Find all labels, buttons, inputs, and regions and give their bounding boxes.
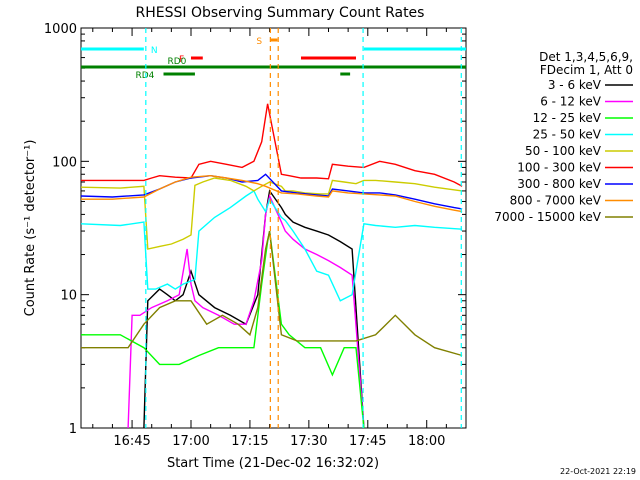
y-tick-label: 100 [52, 155, 77, 170]
legend-entry: 100 - 300 keV [517, 161, 601, 175]
series-line [127, 193, 365, 429]
series-line [81, 230, 463, 357]
legend-entry: 12 - 25 keV [533, 111, 602, 125]
x-tick-label: 18:00 [408, 434, 445, 449]
flag-label: S [256, 37, 262, 47]
series-line [80, 173, 463, 210]
flag-label: RD4 [136, 71, 155, 81]
timestamp: 22-Oct-2021 22:19 [560, 467, 636, 476]
series-line [81, 103, 463, 187]
series-line [81, 230, 365, 429]
legend-entry: 800 - 7000 keV [510, 194, 602, 208]
x-tick-label: 17:45 [349, 434, 386, 449]
series-line [81, 174, 463, 213]
legend-entry: 3 - 6 keV [548, 78, 602, 92]
flag-label: N [151, 46, 158, 56]
series-line [80, 189, 463, 302]
series-line [80, 177, 463, 250]
y-axis-label: Count Rate (s⁻¹ detector⁻¹) [23, 140, 38, 317]
legend-entry: 6 - 12 keV [540, 95, 602, 109]
y-tick-label: 1 [69, 422, 77, 437]
legend: Det 1,3,4,5,6,9,FDecim 1, Att 03 - 6 keV… [494, 50, 633, 224]
x-tick-label: 16:45 [113, 434, 150, 449]
legend-header: Det 1,3,4,5,6,9, [539, 50, 633, 64]
series-line [143, 189, 365, 429]
flag-bars: N F S RD0 RD4 [81, 37, 466, 81]
series-lines [80, 103, 463, 429]
y-tick-label: 1000 [44, 22, 77, 37]
legend-entry: 300 - 800 keV [517, 177, 601, 191]
flag-label: RD0 [168, 57, 187, 67]
x-tick-label: 17:00 [172, 434, 209, 449]
chart-title: RHESSI Observing Summary Count Rates [136, 5, 425, 21]
legend-entry: 25 - 50 keV [533, 128, 602, 142]
legend-entry: 50 - 100 keV [525, 144, 602, 158]
x-axis-label: Start Time (21-Dec-02 16:32:02) [167, 456, 379, 471]
legend-header: FDecim 1, Att 0 [540, 63, 633, 77]
legend-entry: 7000 - 15000 keV [494, 210, 601, 224]
axis-ticks: 1 10 100 1000 16:45 17:00 17:15 17:30 17:45 18:00 [44, 22, 467, 449]
x-tick-label: 17:30 [290, 434, 327, 449]
flag-label: F [179, 55, 184, 65]
x-tick-label: 17:15 [231, 434, 268, 449]
plot-frame [80, 27, 467, 429]
y-tick-label: 10 [60, 289, 77, 304]
marker-lines [145, 28, 462, 428]
